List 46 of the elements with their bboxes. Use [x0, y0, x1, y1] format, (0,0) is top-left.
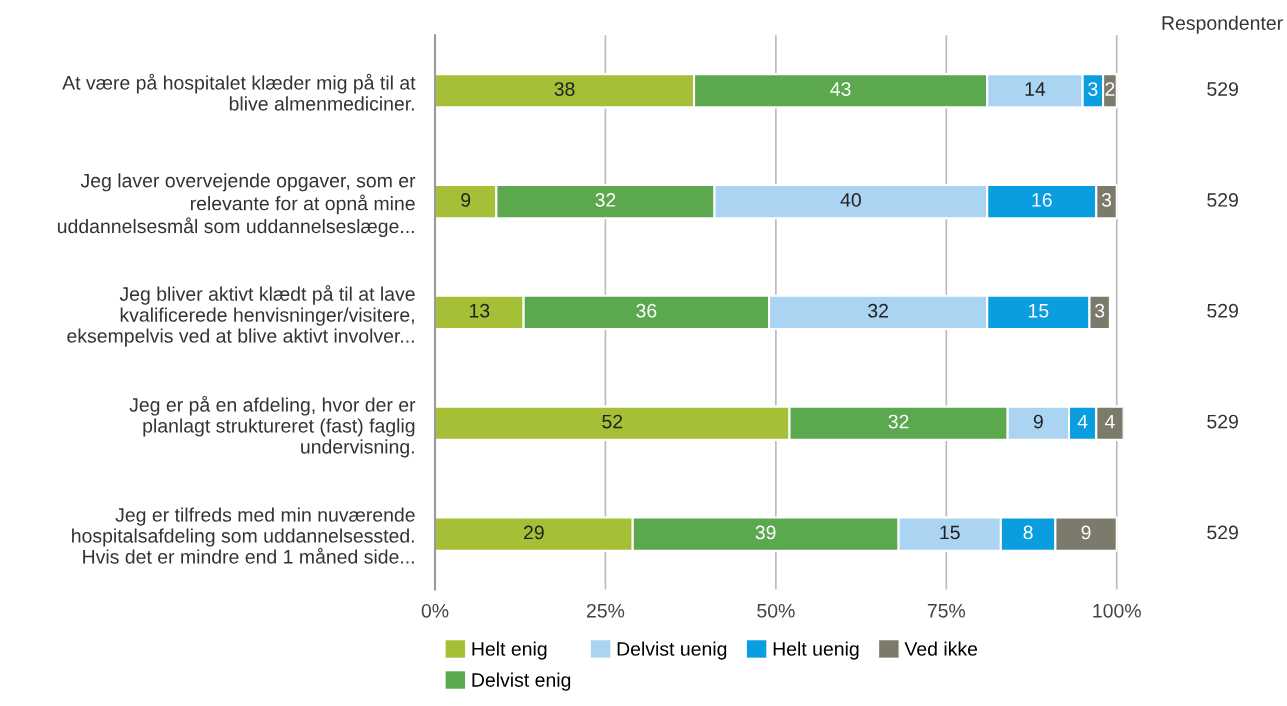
data-label: 9	[461, 193, 471, 207]
data-label: 52	[602, 414, 623, 429]
text: 529	[1207, 414, 1238, 429]
x-tick-label: 25%	[586, 603, 625, 618]
legend-label: Helt uenig	[773, 641, 859, 660]
data-label: 15	[940, 525, 960, 540]
data-label: 32	[868, 303, 888, 318]
text: 529	[1207, 82, 1238, 96]
data-label: 4	[1104, 414, 1115, 429]
data-label: 15	[1029, 304, 1049, 318]
y-tick-label: Jeg bliver aktivt klædt på til at lave kvalificerede henvisninger/visitere, eksempelvis ved at blive aktivt involver...	[67, 285, 415, 347]
data-label: 4	[1077, 414, 1088, 429]
data-label: 14	[1025, 82, 1046, 96]
data-label: 16	[1032, 193, 1052, 207]
x-tick-label: 100%	[1093, 603, 1141, 618]
text: 529	[1207, 193, 1238, 207]
data-label: 29	[524, 525, 544, 540]
x-tick-label: 75%	[927, 604, 966, 618]
legend-label: Delvist uenig	[617, 641, 727, 660]
data-label: 32	[888, 414, 909, 429]
data-label: 8	[1023, 525, 1033, 540]
legend-label: Delvist enig	[472, 672, 571, 691]
data-label: 3	[1101, 193, 1112, 207]
text: 529	[1207, 303, 1238, 318]
data-label: 3	[1095, 303, 1105, 318]
data-label: 43	[830, 82, 851, 96]
text: 529	[1207, 525, 1238, 540]
data-label: 39	[755, 525, 776, 540]
data-label: 36	[636, 303, 657, 318]
data-label: 9	[1033, 414, 1043, 429]
data-label: 9	[1081, 525, 1091, 540]
data-label: 38	[554, 82, 575, 96]
data-label: 3	[1088, 82, 1098, 96]
x-tick-label: 0%	[421, 603, 449, 618]
y-tick-label: Jeg er på en afdeling, hvor der er planlagt struktureret (fast) faglig undervisning.	[129, 395, 416, 458]
y-tick-label: At være på hospitalet klæder mig på til at blive almenmediciner.	[62, 73, 416, 111]
text: Respondenter	[1162, 15, 1283, 34]
data-label: 13	[469, 303, 490, 318]
legend-label: Helt enig	[472, 641, 547, 660]
data-label: 32	[595, 193, 616, 207]
data-label: 40	[840, 193, 861, 207]
y-tick-label: Jeg er tilfreds med min nuværende hospitalsafdeling som uddannelsessted. Hvis det er mindre end 1 måned side...	[72, 507, 415, 564]
x-tick-label: 50%	[757, 603, 795, 618]
y-tick-label: Jeg laver overvejende opgaver, som er relevante for at opnå mine uddannelsesmål som uddannelseslæge...	[57, 173, 416, 238]
legend-label: Ved ikke	[904, 641, 978, 656]
data-label: 2	[1105, 82, 1115, 96]
